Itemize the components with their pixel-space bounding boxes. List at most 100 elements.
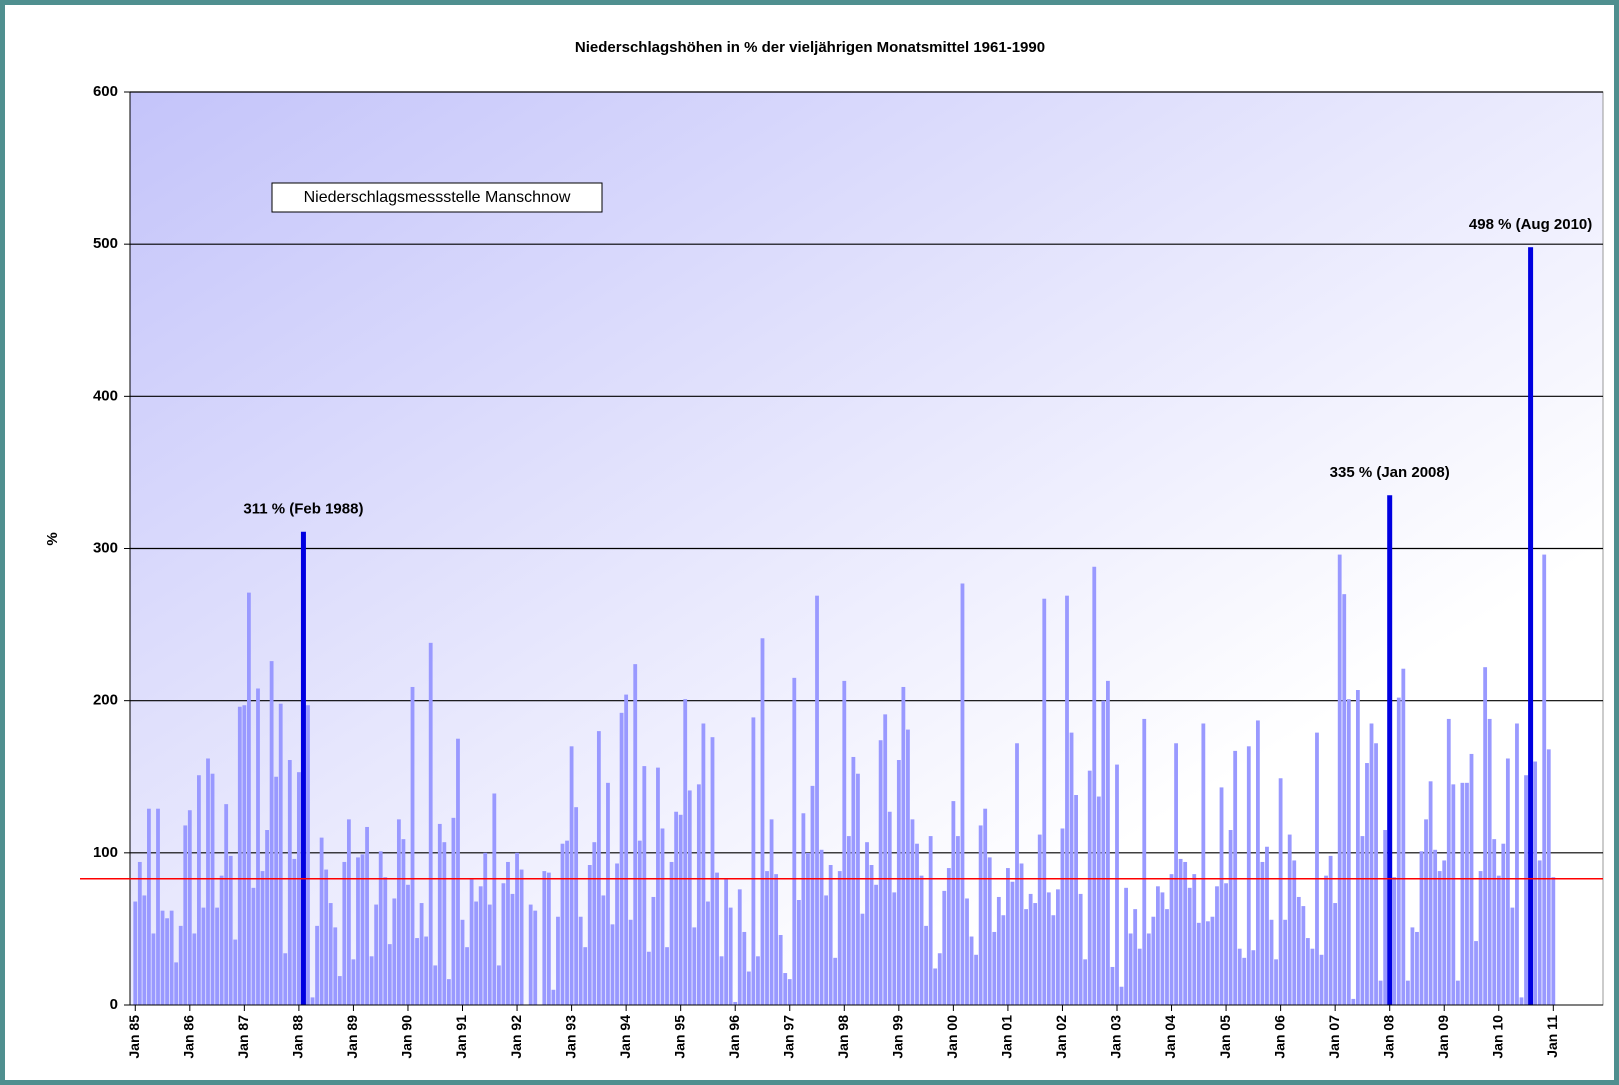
bar: [356, 857, 360, 1005]
bar: [1301, 906, 1306, 1005]
bar: [456, 738, 460, 1005]
bar: [256, 688, 260, 1005]
bar: [1342, 594, 1347, 1005]
bar: [274, 776, 279, 1005]
bar: [837, 871, 842, 1005]
bar: [446, 979, 451, 1005]
bar: [946, 868, 951, 1005]
bar: [1551, 877, 1556, 1005]
bar: [1006, 868, 1010, 1005]
bar: [587, 865, 592, 1005]
bar: [197, 775, 201, 1005]
bar: [719, 956, 724, 1005]
bar: [1387, 495, 1393, 1005]
bar: [319, 837, 324, 1005]
bar: [737, 889, 742, 1005]
bar: [1492, 839, 1497, 1005]
bar: [910, 819, 915, 1005]
bar: [937, 953, 942, 1005]
bar: [251, 887, 256, 1005]
bar: [1092, 566, 1097, 1005]
bar: [983, 808, 988, 1005]
bar: [1292, 860, 1297, 1005]
bar: [715, 872, 719, 1005]
bar: [174, 962, 179, 1005]
bar: [328, 903, 333, 1005]
bar: [651, 896, 656, 1005]
bar: [1505, 758, 1510, 1005]
bar: [1051, 915, 1056, 1005]
bar: [860, 913, 865, 1005]
bar: [796, 900, 801, 1005]
y-axis-label: %: [44, 532, 61, 545]
bar: [774, 874, 779, 1005]
bar: [919, 875, 924, 1005]
x-tick-label: Jan 91: [453, 1015, 469, 1059]
chart: Niederschlagshöhen in % der vieljährigen…: [44, 39, 1604, 1059]
bar: [706, 901, 710, 1005]
y-tick-label: 300: [93, 539, 118, 556]
bar: [646, 951, 651, 1005]
bar: [1401, 668, 1406, 1005]
bar: [1178, 858, 1183, 1005]
bar: [660, 828, 665, 1005]
bar: [701, 723, 706, 1005]
bar: [887, 811, 892, 1005]
bar: [487, 904, 492, 1005]
bar: [760, 638, 765, 1005]
bar: [442, 842, 447, 1005]
bar: [1224, 883, 1228, 1005]
bar: [815, 595, 819, 1005]
bar: [1437, 871, 1442, 1005]
bar: [1069, 732, 1074, 1005]
bar: [501, 883, 506, 1005]
bar: [387, 944, 392, 1005]
bar: [142, 895, 147, 1005]
bar: [1165, 909, 1169, 1005]
bar: [878, 740, 883, 1005]
bar: [556, 916, 560, 1005]
bar: [1278, 778, 1283, 1005]
bar: [1155, 886, 1160, 1005]
bar: [742, 931, 747, 1005]
y-tick-label: 500: [93, 235, 118, 252]
bar: [519, 869, 524, 1005]
bar: [724, 878, 729, 1005]
bar: [728, 907, 733, 1005]
bar: [156, 808, 160, 1005]
bar: [147, 808, 151, 1005]
bar: [165, 918, 169, 1005]
bar: [1187, 887, 1192, 1005]
chart-title: Niederschlagshöhen in % der vieljährigen…: [575, 39, 1045, 56]
x-tick-label: Jan 92: [508, 1015, 524, 1059]
x-tick-label: Jan 03: [1108, 1015, 1124, 1059]
bar: [1274, 959, 1278, 1005]
annotation: 498 % (Aug 2010): [1469, 216, 1592, 233]
bar: [306, 705, 310, 1005]
bar: [1083, 959, 1088, 1005]
x-tick-label: Jan 85: [126, 1015, 142, 1059]
bar: [865, 842, 869, 1005]
bar: [406, 884, 410, 1005]
bar: [965, 898, 969, 1005]
x-tick-label: Jan 90: [399, 1015, 415, 1059]
bar: [1296, 896, 1301, 1005]
bar: [419, 903, 424, 1005]
bar: [833, 957, 838, 1005]
bar: [601, 895, 606, 1005]
bar: [1242, 957, 1247, 1005]
bar: [1037, 834, 1042, 1005]
bar: [300, 531, 306, 1005]
bar: [542, 871, 547, 1005]
bar: [1360, 836, 1365, 1005]
x-tick-label: Jan 86: [181, 1015, 197, 1059]
bar: [1537, 860, 1542, 1005]
bar: [851, 756, 856, 1005]
bar: [324, 869, 329, 1005]
bar: [1106, 680, 1110, 1005]
bar: [1319, 954, 1324, 1005]
bar: [460, 919, 465, 1005]
bar: [915, 843, 919, 1005]
bar: [296, 772, 301, 1005]
bar: [951, 801, 956, 1005]
